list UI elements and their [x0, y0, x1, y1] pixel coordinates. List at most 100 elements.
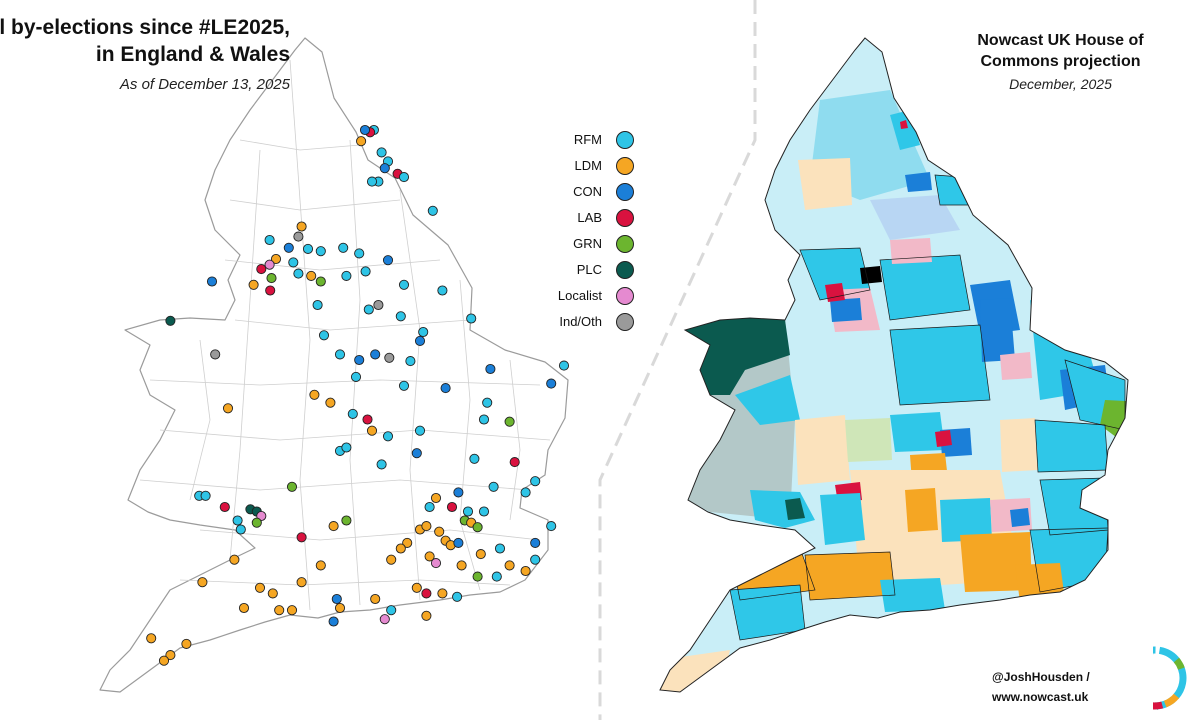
by-election-point-grn	[504, 416, 515, 427]
by-election-point-rfm	[452, 591, 463, 602]
by-election-point-con	[354, 354, 365, 366]
region-cambs-ldm-light	[1000, 418, 1038, 472]
by-election-point-lab	[256, 264, 267, 275]
by-election-point-ldm	[434, 526, 445, 537]
by-election-point-rfm	[405, 356, 416, 367]
by-election-point-grn	[472, 571, 483, 582]
legend-swatch	[616, 131, 634, 149]
by-election-point-con	[453, 537, 464, 548]
by-election-point-rfm	[200, 490, 211, 501]
credit-website[interactable]: www.nowcast.uk	[992, 690, 1089, 704]
by-election-point-rfm	[312, 299, 323, 311]
by-election-point-ldm	[395, 543, 406, 554]
by-election-point-rfm	[494, 543, 506, 554]
projection-map[interactable]	[600, 0, 1200, 720]
by-election-point-rfm	[386, 605, 397, 616]
by-election-point-con	[283, 242, 294, 253]
region-valleys-plc	[785, 498, 805, 520]
region-suffolk-rfm	[1035, 420, 1108, 472]
region-essex-rfm	[1040, 478, 1108, 535]
by-election-point-ldm	[248, 279, 259, 290]
by-election-point-ldm	[356, 136, 367, 147]
by-election-point-rfm	[546, 521, 557, 532]
region-gwynedd-plc	[685, 315, 790, 395]
by-election-point-rfm	[232, 515, 243, 526]
legend-item-ind-oth: Ind/Oth	[530, 310, 640, 336]
projection-outline	[659, 37, 1129, 693]
by-election-point-rfm	[437, 285, 448, 296]
legend-swatch	[616, 261, 634, 279]
legend-label: Localist	[557, 288, 602, 303]
legend-item-ldm: LDM	[530, 154, 640, 180]
by-election-point-rfm	[293, 268, 304, 279]
region-black-other	[860, 266, 882, 284]
legend-item-localist: Localist	[530, 284, 640, 310]
region-london-con	[1010, 508, 1030, 527]
region-wales-rfm	[735, 375, 800, 425]
by-election-point-con	[485, 363, 496, 375]
by-election-point-rfm	[478, 506, 490, 517]
by-election-point-grn	[341, 515, 352, 526]
by-election-point-rfm	[530, 476, 541, 487]
by-election-point-con	[414, 335, 426, 346]
by-election-point-plc	[165, 315, 176, 326]
by-election-point-rfm	[395, 311, 406, 322]
legend-label: Ind/Oth	[559, 314, 602, 329]
by-election-point-con	[440, 383, 451, 394]
right-title-line1: Nowcast UK House of	[977, 32, 1144, 49]
by-election-point-ind-oth	[384, 352, 395, 363]
region-staffs-rfm	[890, 412, 945, 452]
legend-item-con: CON	[530, 180, 640, 206]
by-election-point-ldm	[475, 549, 486, 560]
by-election-point-rfm	[558, 360, 570, 371]
by-election-point-ldm	[504, 560, 515, 571]
by-election-point-rfm	[315, 246, 326, 257]
by-election-point-lab	[362, 414, 373, 425]
by-election-point-ldm	[421, 521, 432, 532]
by-election-point-localist	[264, 259, 275, 270]
right-subtitle: December, 2025	[1009, 76, 1112, 92]
by-election-point-rfm	[418, 326, 429, 338]
region-north-yorks-con	[870, 195, 960, 240]
by-election-point-rfm	[478, 414, 490, 425]
region-thames-rfm	[940, 498, 992, 542]
region-coventry-lab	[935, 430, 952, 447]
region-oxford-ldm	[905, 488, 938, 532]
by-election-point-rfm	[469, 453, 480, 464]
by-election-point-ldm	[146, 633, 157, 644]
by-election-point-con	[411, 448, 422, 459]
by-election-point-ldm	[366, 425, 378, 436]
legend-item-lab: LAB	[530, 206, 640, 232]
by-election-point-rfm	[376, 147, 387, 158]
region-notts-lab-light	[1000, 352, 1032, 380]
by-election-point-rfm	[347, 408, 358, 419]
region-derbyshire-con	[980, 298, 1015, 362]
by-election-point-ldm	[370, 593, 381, 605]
by-election-point-rfm	[318, 330, 330, 341]
legend-swatch	[616, 183, 634, 201]
by-election-point-ldm	[267, 588, 278, 599]
by-election-point-con	[530, 537, 541, 548]
by-elections-map[interactable]	[0, 0, 600, 720]
legend-swatch	[616, 157, 634, 175]
credit: @JoshHousden / www.nowcast.uk	[992, 667, 1090, 707]
by-election-point-rfm	[424, 501, 435, 513]
by-election-point-rfm	[341, 270, 352, 281]
by-election-point-ldm	[411, 582, 422, 593]
by-election-points	[146, 124, 570, 666]
nowcast-logo-icon: ★★★★★★★★★	[1115, 645, 1187, 716]
by-election-point-ldm	[158, 655, 170, 666]
by-election-point-ldm	[334, 602, 346, 614]
by-election-point-ldm	[402, 537, 413, 548]
by-election-point-rfm	[288, 257, 299, 268]
by-election-point-rfm	[338, 242, 349, 253]
by-election-point-rfm	[366, 176, 378, 187]
region-dorset-ldm	[805, 552, 895, 600]
legend-label: GRN	[573, 236, 602, 251]
by-election-point-rfm	[520, 487, 531, 498]
by-election-point-rfm	[363, 304, 374, 315]
legend-label: CON	[573, 184, 602, 199]
region-midlands-rfm	[890, 325, 990, 405]
projection-panel	[600, 0, 1200, 720]
credit-handle[interactable]: @JoshHousden /	[992, 670, 1090, 684]
